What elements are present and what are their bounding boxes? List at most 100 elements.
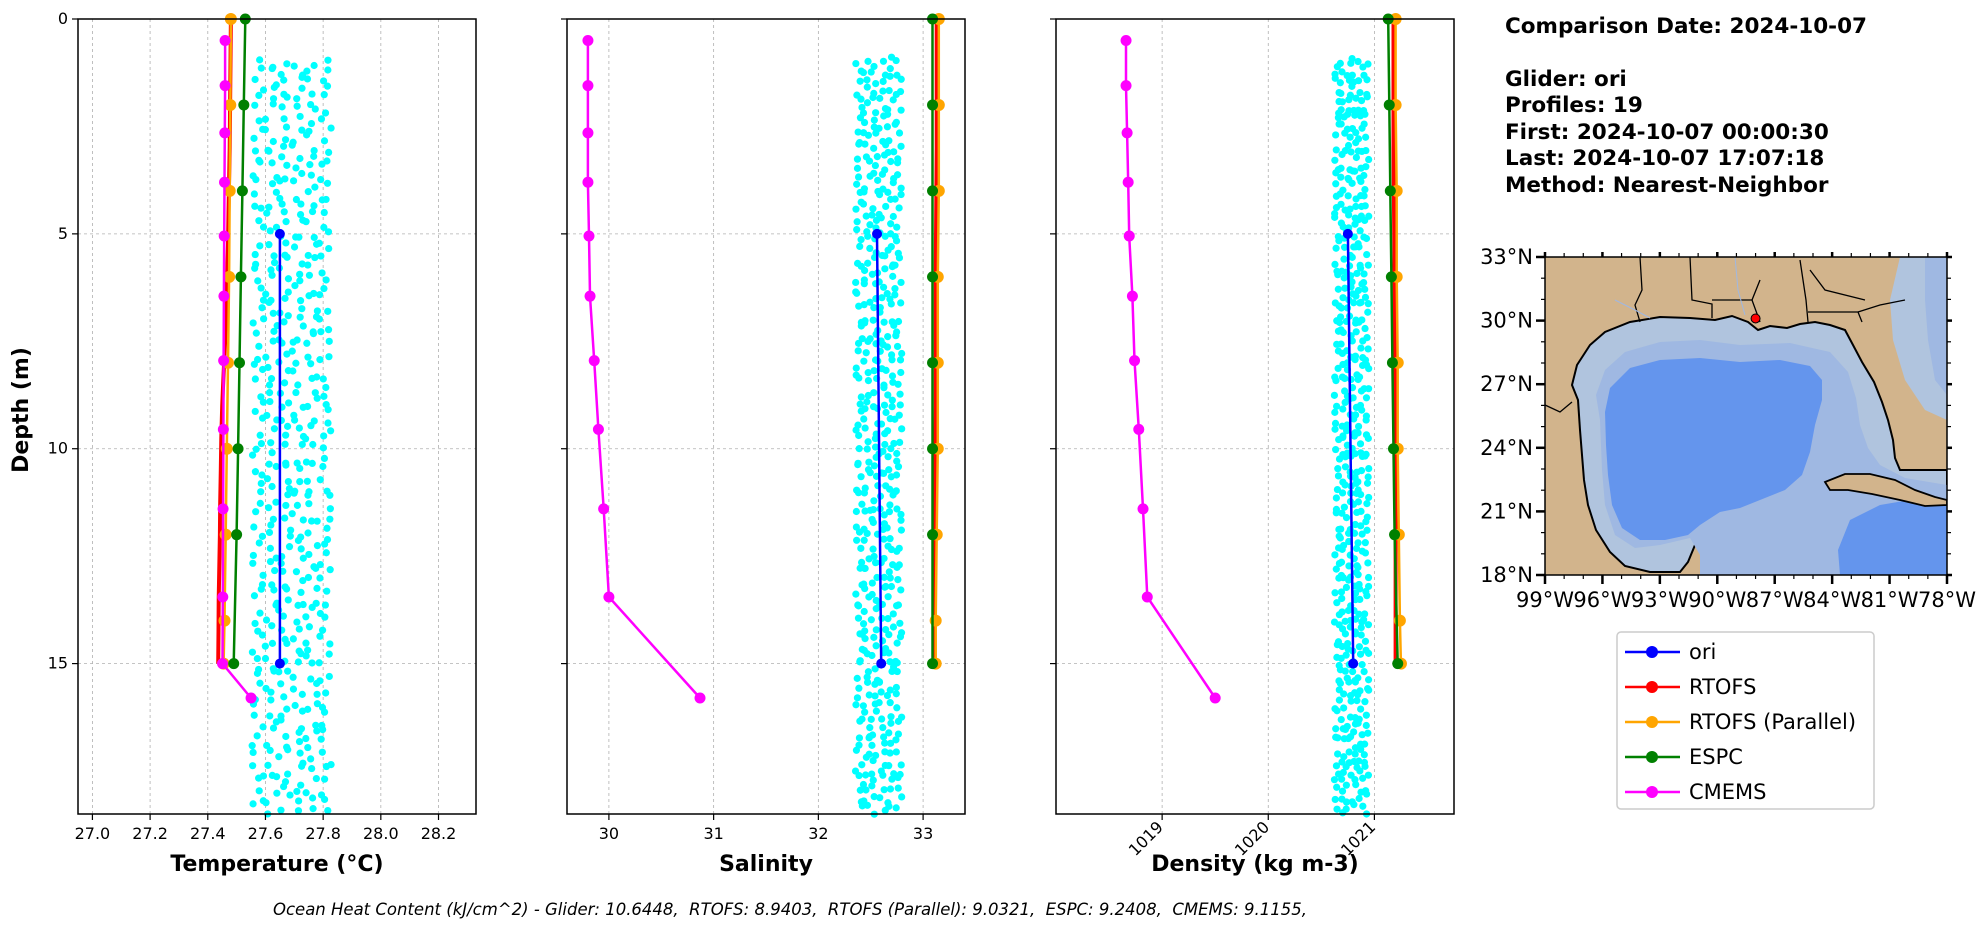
glider-scatter-point (281, 440, 289, 448)
glider-scatter-point (303, 477, 311, 485)
glider-scatter-point (1354, 498, 1363, 506)
series-point-cmems (1122, 176, 1134, 188)
glider-scatter-point (1340, 503, 1348, 511)
glider-scatter-point (1360, 120, 1368, 128)
legend-marker-cmems (1646, 786, 1658, 798)
glider-scatter-point (1351, 356, 1359, 364)
glider-scatter-point (324, 406, 332, 414)
glider-scatter-point (861, 507, 869, 515)
glider-scatter-point (884, 427, 892, 435)
glider-scatter-point (296, 477, 304, 486)
glider-scatter-point (883, 290, 891, 298)
glider-scatter-point (885, 631, 893, 639)
glider-scatter-point (1352, 292, 1360, 300)
glider-scatter-point (304, 491, 312, 499)
glider-scatter-point (880, 511, 888, 519)
glider-scatter-point (299, 554, 307, 562)
glider-scatter-point (879, 87, 887, 95)
glider-scatter-point (267, 375, 276, 383)
glider-scatter-point (284, 667, 292, 675)
glider-scatter-point (268, 64, 276, 73)
glider-scatter-point (293, 95, 301, 103)
glider-scatter-point (886, 574, 894, 582)
glider-scatter-point (892, 690, 900, 698)
glider-scatter-point (249, 800, 257, 808)
glider-scatter-point (1348, 179, 1356, 187)
glider-scatter-point (863, 398, 871, 406)
glider-scatter-point (312, 774, 320, 783)
glider-scatter-point (883, 123, 892, 131)
glider-scatter-point (295, 424, 303, 432)
glider-scatter-point (895, 129, 904, 137)
glider-scatter-point (1342, 805, 1350, 813)
glider-scatter-point (252, 329, 260, 337)
glider-scatter-point (1337, 588, 1346, 596)
glider-scatter-point (1354, 216, 1363, 224)
glider-scatter-point (1332, 180, 1340, 188)
glider-scatter-point (253, 732, 261, 740)
glider-scatter-point (320, 432, 328, 440)
glider-scatter-point (892, 90, 900, 99)
profile-count: Profiles: 19 (1505, 93, 1643, 118)
series-point-espc (927, 99, 939, 111)
x-tick-label: 28.0 (363, 824, 399, 843)
map-ticks: 33°N 30°N 27°N 24°N 21°N 18°N99°W 96°W 93°W 90°W… (1480, 245, 1976, 612)
x-axis-label: Density (kg m-3) (1151, 852, 1359, 877)
glider-scatter-point (1341, 463, 1350, 471)
glider-scatter-point (1338, 68, 1346, 76)
glider-scatter-point (296, 749, 304, 757)
map-lon-tick-label: 78°W (1918, 588, 1976, 612)
glider-scatter-point (311, 105, 319, 113)
glider-scatter-point (853, 226, 861, 234)
glider-scatter-point (897, 106, 905, 114)
glider-scatter-point (265, 241, 273, 249)
glider-scatter-point (286, 532, 294, 540)
glider-scatter-point (294, 658, 302, 666)
glider-scatter-point (898, 349, 906, 358)
glider-scatter-point (889, 610, 897, 618)
glider-scatter-point (286, 791, 294, 799)
glider-scatter-point (1360, 279, 1368, 287)
glider-scatter-point (1334, 285, 1342, 293)
glider-scatter-point (1337, 304, 1346, 312)
glider-scatter-point (270, 252, 278, 260)
glider-scatter-point (860, 118, 869, 127)
glider-scatter-point (312, 721, 320, 729)
glider-scatter-point (1352, 139, 1360, 147)
glider-scatter-point (871, 559, 880, 567)
glider-scatter-point (261, 115, 270, 123)
glider-scatter-point (885, 466, 893, 474)
glider-scatter-point (1344, 192, 1352, 200)
glider-scatter-point (1341, 617, 1349, 625)
glider-scatter-point (867, 616, 875, 624)
glider-scatter-point (886, 785, 895, 793)
glider-scatter-point (304, 251, 312, 260)
glider-scatter-point (869, 545, 877, 553)
glider-scatter-point (248, 451, 257, 459)
glider-scatter-point (1355, 794, 1363, 803)
legend-marker-rtofs (1646, 681, 1658, 693)
glider-scatter-point (295, 797, 303, 805)
glider-scatter-point (1364, 676, 1373, 684)
glider-scatter-point (259, 223, 268, 231)
glider-scatter-point (320, 795, 329, 804)
glider-scatter-point (886, 739, 895, 747)
glider-scatter-point (298, 762, 306, 770)
glider-scatter-point (897, 761, 905, 769)
glider-scatter-point (1331, 419, 1340, 427)
glider-scatter-point (885, 802, 893, 810)
glider-scatter-point (268, 180, 277, 188)
glider-scatter-point (892, 748, 900, 756)
glider-scatter-point (872, 129, 880, 137)
glider-scatter-point (861, 635, 869, 643)
glider-scatter-point (860, 607, 868, 616)
glider-scatter-point (859, 780, 868, 789)
glider-scatter-point (873, 153, 881, 161)
glider-scatter-point (265, 528, 274, 537)
glider-scatter-point (893, 659, 901, 667)
glider-scatter-point (880, 469, 888, 478)
map-lon-tick-label: 96°W (1573, 588, 1631, 612)
glider-scatter-point (878, 251, 886, 260)
glider-scatter-point (269, 137, 277, 146)
glider-scatter-point (1343, 427, 1351, 435)
